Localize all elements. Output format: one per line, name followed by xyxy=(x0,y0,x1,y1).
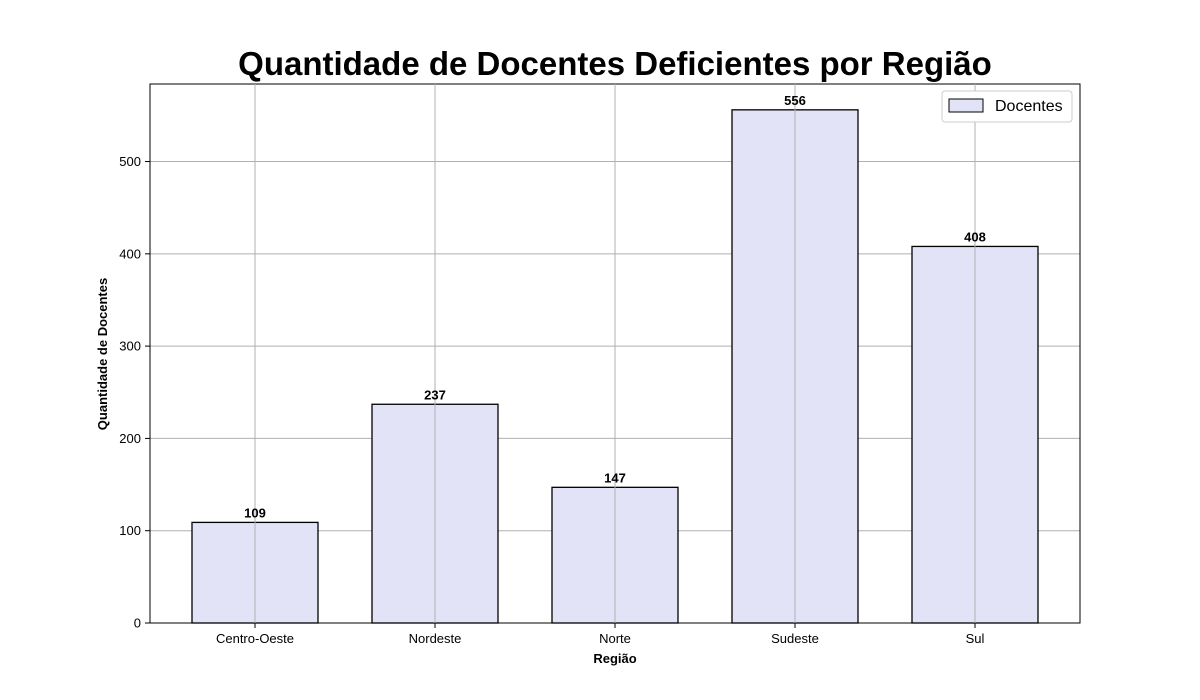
value-label: 147 xyxy=(604,470,626,485)
x-tick-label: Centro-Oeste xyxy=(216,631,294,646)
y-tick-label: 300 xyxy=(119,339,141,354)
y-tick-label: 0 xyxy=(134,616,141,631)
y-axis-label: Quantidade de Docentes xyxy=(95,278,110,430)
x-axis-label: Região xyxy=(593,651,636,666)
chart-title: Quantidade de Docentes Deficientes por R… xyxy=(238,45,992,82)
value-label: 556 xyxy=(784,93,806,108)
y-tick-label: 400 xyxy=(119,246,141,261)
y-tick-label: 200 xyxy=(119,431,141,446)
value-label: 237 xyxy=(424,387,446,402)
y-tick-label: 100 xyxy=(119,523,141,538)
x-tick-label: Sudeste xyxy=(771,631,819,646)
legend-swatch xyxy=(948,98,984,113)
x-tick-label: Nordeste xyxy=(409,631,462,646)
y-tick-label: 500 xyxy=(119,154,141,169)
x-tick-label: Sul xyxy=(966,631,985,646)
value-labels: 109 237 147 556 408 xyxy=(244,93,986,521)
legend-label: Docentes xyxy=(995,98,1063,115)
legend: Docentes xyxy=(941,90,1073,123)
value-label: 408 xyxy=(964,229,986,244)
tick-labels: 0 100 200 300 400 500 Centro-Oeste Nordeste Nort… xyxy=(119,154,984,646)
x-tick-label: Norte xyxy=(599,631,631,646)
value-label: 109 xyxy=(244,505,266,520)
